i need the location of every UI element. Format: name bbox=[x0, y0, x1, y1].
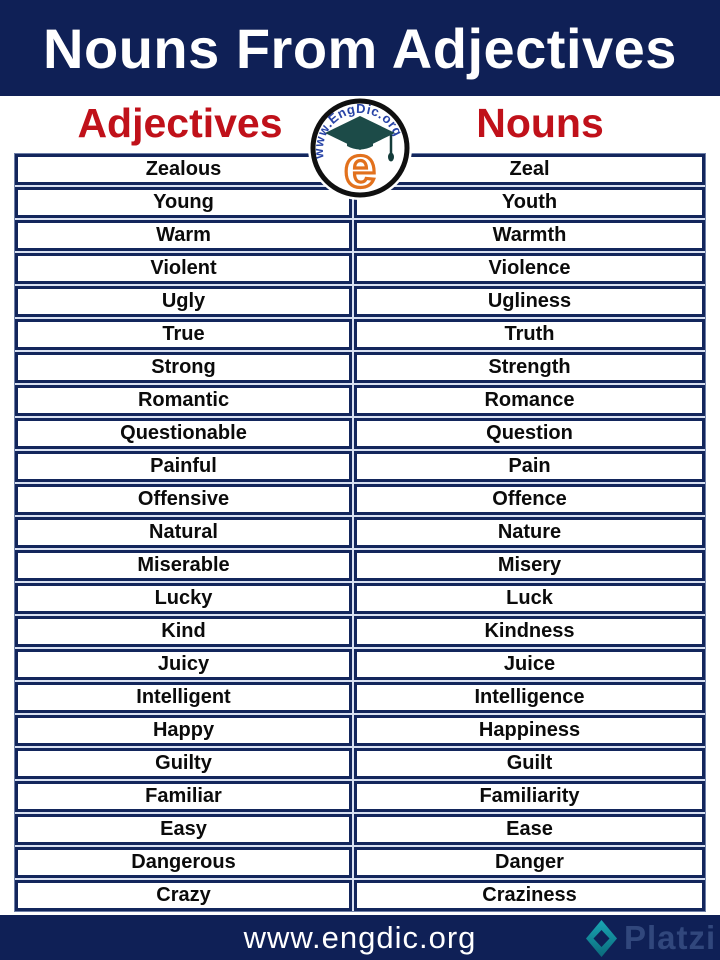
footer-url: www.engdic.org bbox=[243, 919, 477, 955]
adjective-cell: Juicy bbox=[15, 649, 352, 680]
adjective-cell: Lucky bbox=[15, 583, 352, 614]
noun-cell: Violence bbox=[354, 253, 705, 284]
adjective-cell: Kind bbox=[15, 616, 352, 647]
column-headers: Adjectives Nouns bbox=[0, 96, 720, 153]
adjective-cell: Dangerous bbox=[15, 847, 352, 878]
adjective-cell: Guilty bbox=[15, 748, 352, 779]
engdic-logo-icon: www.EngDic.org e bbox=[308, 96, 412, 202]
adjective-cell: Strong bbox=[15, 352, 352, 383]
adjective-cell: Miserable bbox=[15, 550, 352, 581]
noun-cell: Danger bbox=[354, 847, 705, 878]
footer-bar: www.engdic.org Platzi bbox=[0, 915, 720, 960]
noun-cell: Pain bbox=[354, 451, 705, 482]
noun-cell: Nature bbox=[354, 517, 705, 548]
adjective-cell: Zealous bbox=[15, 154, 352, 185]
platzi-diamond-icon bbox=[586, 919, 617, 957]
watermark: Platzi bbox=[586, 919, 716, 957]
adjective-cell: Familiar bbox=[15, 781, 352, 812]
adjective-cell: Romantic bbox=[15, 385, 352, 416]
noun-cell: Ugliness bbox=[354, 286, 705, 317]
graduation-cap-icon bbox=[325, 116, 395, 162]
adjective-cell: Questionable bbox=[15, 418, 352, 449]
adjective-cell: Painful bbox=[15, 451, 352, 482]
noun-cell: Kindness bbox=[354, 616, 705, 647]
adjective-cell: Natural bbox=[15, 517, 352, 548]
adjective-cell: True bbox=[15, 319, 352, 350]
column-header-adjectives: Adjectives bbox=[77, 100, 283, 146]
noun-cell: Question bbox=[354, 418, 705, 449]
adjective-cell: Warm bbox=[15, 220, 352, 251]
adjective-cell: Offensive bbox=[15, 484, 352, 515]
adjective-cell: Ugly bbox=[15, 286, 352, 317]
noun-cell: Truth bbox=[354, 319, 705, 350]
word-table: Zealous Zeal Young Youth Warm Warmth Vio… bbox=[14, 153, 706, 912]
column-header-nouns: Nouns bbox=[476, 100, 604, 146]
noun-cell: Misery bbox=[354, 550, 705, 581]
adjective-cell: Happy bbox=[15, 715, 352, 746]
watermark-text: Platzi bbox=[624, 919, 717, 956]
noun-cell: Strength bbox=[354, 352, 705, 383]
adjective-cell: Easy bbox=[15, 814, 352, 845]
noun-cell: Juice bbox=[354, 649, 705, 680]
noun-cell: Craziness bbox=[354, 880, 705, 911]
noun-cell: Guilt bbox=[354, 748, 705, 779]
adjective-cell: Intelligent bbox=[15, 682, 352, 713]
noun-cell: Youth bbox=[354, 187, 705, 218]
adjective-cell: Crazy bbox=[15, 880, 352, 911]
title-bar: Nouns From Adjectives bbox=[0, 0, 720, 96]
page-title: Nouns From Adjectives bbox=[43, 16, 677, 80]
adjective-cell: Violent bbox=[15, 253, 352, 284]
engdic-logo: www.EngDic.org e bbox=[307, 95, 413, 202]
noun-cell: Familiarity bbox=[354, 781, 705, 812]
adjective-cell: Young bbox=[15, 187, 352, 218]
noun-cell: Intelligence bbox=[354, 682, 705, 713]
noun-cell: Happiness bbox=[354, 715, 705, 746]
noun-cell: Warmth bbox=[354, 220, 705, 251]
noun-cell: Luck bbox=[354, 583, 705, 614]
noun-cell: Offence bbox=[354, 484, 705, 515]
noun-cell: Ease bbox=[354, 814, 705, 845]
noun-cell: Romance bbox=[354, 385, 705, 416]
